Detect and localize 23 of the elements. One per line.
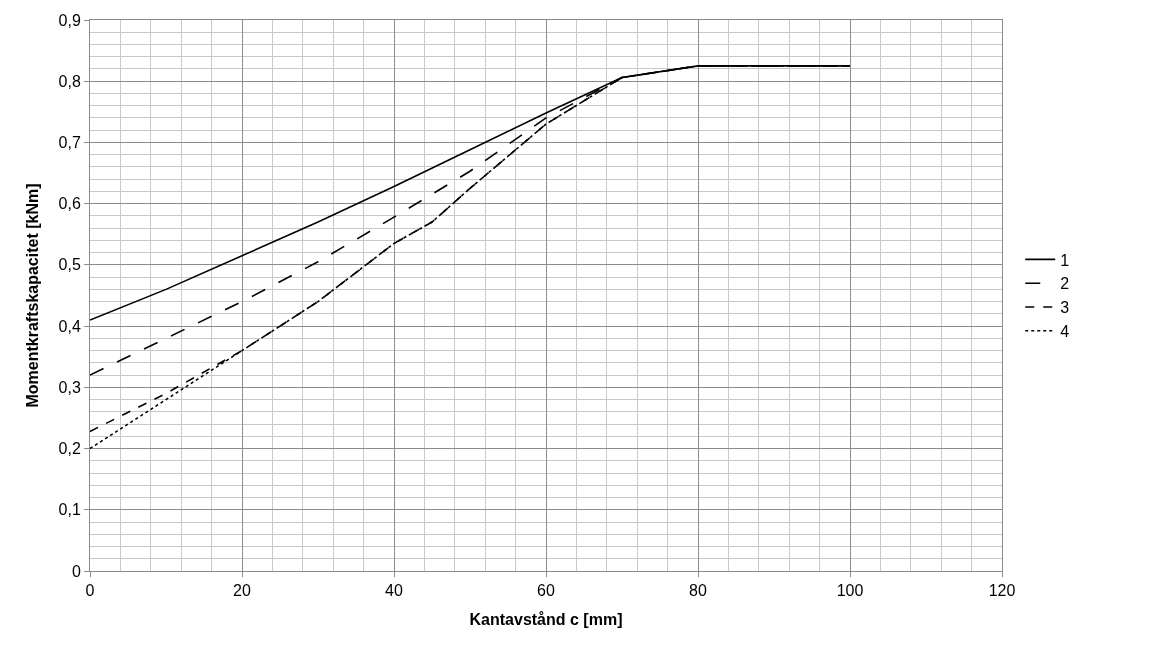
legend-label: 4 bbox=[1060, 323, 1070, 341]
y-tick-label: 0,9 bbox=[58, 11, 81, 29]
x-tick-label: 120 bbox=[988, 582, 1016, 600]
y-tick-label: 0,6 bbox=[58, 195, 81, 213]
y-tick-label: 0,2 bbox=[58, 440, 81, 458]
x-axis-title: Kantavstånd c [mm] bbox=[469, 610, 623, 628]
y-tick-label: 0,7 bbox=[58, 134, 81, 152]
y-tick-label: 0,8 bbox=[58, 72, 81, 90]
x-tick-label: 100 bbox=[836, 582, 864, 600]
legend-label: 2 bbox=[1060, 275, 1070, 293]
x-tick-label: 40 bbox=[385, 582, 403, 600]
legend-label: 3 bbox=[1060, 299, 1070, 317]
x-tick-label: 20 bbox=[233, 582, 251, 600]
x-tick-label: 60 bbox=[537, 582, 555, 600]
y-tick-label: 0 bbox=[71, 562, 81, 580]
x-tick-label: 0 bbox=[85, 582, 95, 600]
y-tick-label: 0,3 bbox=[58, 378, 81, 396]
y-tick-label: 0,4 bbox=[58, 317, 81, 335]
legend-label: 1 bbox=[1060, 251, 1070, 269]
y-tick-label: 0,1 bbox=[58, 501, 81, 519]
y-axis-title: Momentkraftskapacitet [kNm] bbox=[24, 183, 42, 408]
x-tick-label: 80 bbox=[689, 582, 707, 600]
y-tick-label: 0,5 bbox=[58, 256, 81, 274]
